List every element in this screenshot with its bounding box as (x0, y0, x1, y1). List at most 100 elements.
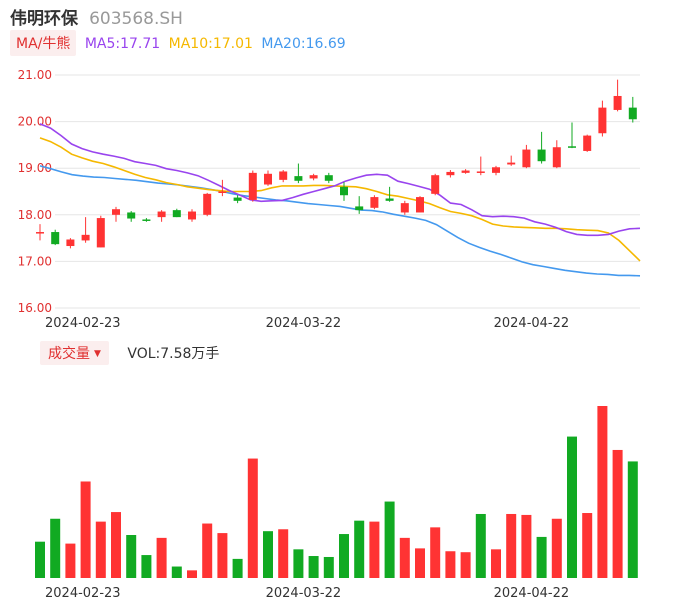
volume-bar (521, 514, 532, 578)
candle (51, 229, 60, 246)
candle-body (51, 232, 60, 245)
candle-body (370, 197, 379, 208)
volume-bar (126, 535, 137, 578)
volume-bar (263, 531, 273, 578)
ma-indicator-button[interactable]: MA/牛熊 (10, 30, 77, 56)
ma20-line (39, 165, 641, 277)
candle-body (81, 234, 90, 241)
y-tick-label: 16.00 (18, 301, 52, 315)
moving-average-lines (39, 123, 641, 277)
volume-indicator-button[interactable]: 成交量 ▼ (40, 341, 109, 365)
volume-bar (141, 555, 152, 578)
y-tick-label: 21.00 (18, 68, 52, 82)
volume-bar (217, 533, 228, 578)
candle-body (264, 173, 272, 185)
volume-bar (156, 537, 167, 578)
ma10-label: MA10:17.01 (168, 36, 253, 52)
candle-body (233, 197, 242, 201)
volume-bar (597, 406, 608, 578)
candle-body (537, 149, 546, 162)
candle (127, 211, 136, 222)
candle (507, 155, 516, 166)
volume-bar (95, 521, 106, 578)
volume-bar (293, 549, 304, 578)
volume-bar (65, 543, 76, 578)
volume-bar (369, 521, 380, 578)
stock-name: 伟明环保 (10, 9, 78, 29)
volume-bar (187, 570, 197, 578)
candlestick-series (36, 79, 637, 249)
volume-bar (35, 541, 45, 578)
candle-body (446, 171, 455, 176)
volume-bar (323, 556, 334, 578)
candle (340, 182, 348, 201)
candle (172, 208, 181, 218)
candle (66, 238, 75, 249)
y-tick-label: 19.00 (18, 161, 52, 175)
volume-bar (475, 513, 486, 578)
candle (112, 206, 120, 222)
y-tick-label: 18.00 (18, 208, 52, 222)
volume-button-label: 成交量 (48, 346, 90, 362)
candle (400, 200, 409, 215)
volume-bar (171, 566, 182, 578)
candle-body (385, 198, 394, 201)
volume-bar-series (35, 406, 638, 578)
candle-body (461, 170, 470, 173)
volume-bar (582, 513, 593, 578)
price-date-label: 2024-02-23 (45, 316, 121, 331)
candle-body (568, 146, 576, 148)
candle-body (598, 107, 607, 134)
candle-body (66, 239, 75, 247)
volume-bar (308, 556, 319, 578)
candle-body (309, 175, 318, 179)
candle-body (279, 171, 288, 180)
candle (446, 170, 455, 178)
ma10-line (39, 137, 641, 262)
candle-body (416, 197, 424, 213)
volume-bar (460, 552, 471, 578)
candle-body (492, 167, 500, 173)
candle (568, 122, 576, 149)
volume-value-label: VOL:7.58万手 (127, 346, 220, 362)
candle (233, 195, 242, 204)
volume-bar (567, 436, 577, 578)
volume-bar (536, 536, 547, 578)
candle-body (507, 162, 516, 165)
volume-date-label: 2024-03-22 (266, 586, 342, 601)
candle-body (340, 186, 348, 196)
candle (248, 170, 257, 202)
candle (431, 173, 440, 196)
stock-code: 603568.SH (89, 9, 183, 29)
volume-bar (232, 558, 243, 578)
candle (264, 170, 272, 186)
candle (461, 169, 470, 174)
volume-bar (551, 518, 562, 578)
volume-bar (491, 549, 501, 578)
price-gridlines (55, 74, 640, 309)
candle-body (248, 172, 257, 200)
price-date-axis: 2024-02-23 2024-03-22 2024-04-22 (45, 316, 569, 331)
ma5-label: MA5:17.71 (84, 36, 161, 52)
candle (537, 131, 546, 164)
candle-body (36, 232, 44, 234)
candle (188, 209, 196, 222)
candle (324, 172, 333, 184)
candle (385, 186, 394, 202)
candle-body (552, 147, 561, 168)
candle-body (522, 149, 531, 168)
candle (492, 165, 500, 176)
volume-indicator-bar: 成交量 ▼ VOL:7.58万手 (40, 341, 220, 365)
volume-bar (80, 481, 91, 578)
candle (36, 224, 44, 241)
candle-body (324, 175, 333, 181)
candle-body (400, 203, 409, 213)
volume-bar (506, 513, 517, 578)
candle-body (628, 107, 637, 120)
candle (552, 140, 561, 169)
candle-body (188, 211, 196, 220)
ma5-line (39, 123, 641, 237)
volume-bar (399, 537, 410, 578)
